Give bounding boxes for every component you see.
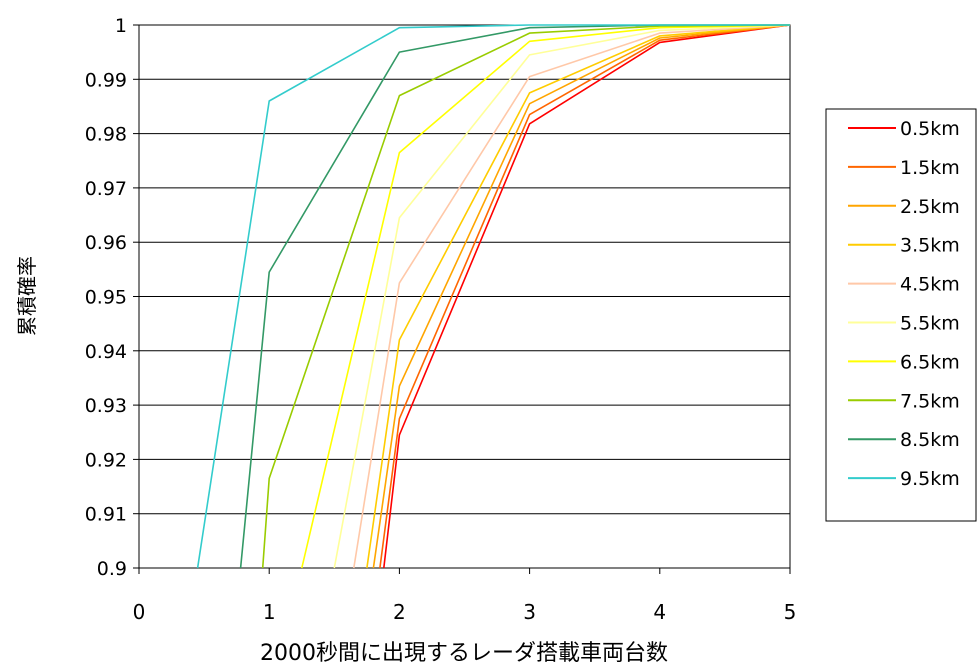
- series-line-5.5km: [333, 24, 791, 569]
- y-tick-label: 0.99: [85, 69, 127, 91]
- legend-box: [825, 108, 977, 522]
- legend-label: 2.5km: [900, 196, 960, 218]
- x-tick-label: 5: [784, 600, 797, 624]
- series-line-4.5km: [353, 24, 791, 569]
- y-tick-label: 0.93: [85, 395, 127, 417]
- series-line-2.5km: [372, 24, 791, 569]
- legend-label: 5.5km: [900, 313, 960, 335]
- series-line-9.5km: [196, 24, 790, 569]
- x-tick-label: 3: [523, 600, 536, 624]
- x-tick-label: 2: [393, 600, 406, 624]
- y-tick-label: 0.91: [85, 504, 127, 526]
- x-axis-ticks: 0 1 2 3 4 5: [133, 568, 797, 624]
- series-line-3.5km: [366, 24, 791, 569]
- x-tick-label: 1: [263, 600, 276, 624]
- legend-label: 7.5km: [900, 390, 960, 412]
- y-tick-label: 0.96: [85, 232, 127, 254]
- x-axis-label: 2000秒間に出現するレーダ搭載車両台数: [260, 641, 668, 666]
- y-tick-label: 0.98: [85, 124, 127, 146]
- grid-lines: [139, 24, 790, 569]
- series-lines: [196, 24, 791, 569]
- legend-label: 4.5km: [900, 274, 960, 296]
- legend-label: 1.5km: [900, 157, 960, 179]
- legend-label: 6.5km: [900, 351, 960, 373]
- series-line-1.5km: [379, 24, 791, 569]
- y-axis-label: 累積確率: [15, 256, 39, 336]
- series-line-7.5km: [261, 24, 791, 569]
- legend-label: 0.5km: [900, 118, 960, 140]
- y-tick-label: 0.95: [85, 287, 127, 309]
- legend-label: 3.5km: [900, 235, 960, 257]
- y-axis-ticks: 0.9 0.91 0.92 0.93 0.94 0.95 0.96 0.97 0.98 0.99 1: [85, 15, 139, 580]
- y-tick-label: 0.94: [85, 341, 127, 363]
- x-tick-label: 0: [133, 600, 146, 624]
- legend-label: 9.5km: [900, 468, 960, 490]
- legend: 0.5km 1.5km 2.5km 3.5km 4.5km 5.5km 6.5km 7.5km…: [825, 108, 977, 522]
- series-line-6.5km: [301, 24, 791, 569]
- y-tick-label: 0.97: [85, 178, 127, 200]
- y-tick-label: 1: [115, 15, 127, 37]
- x-tick-label: 4: [653, 600, 666, 624]
- legend-label: 8.5km: [900, 429, 960, 451]
- series-line-0.5km: [383, 24, 791, 569]
- y-tick-label: 0.92: [85, 449, 127, 471]
- y-tick-label: 0.9: [97, 558, 127, 580]
